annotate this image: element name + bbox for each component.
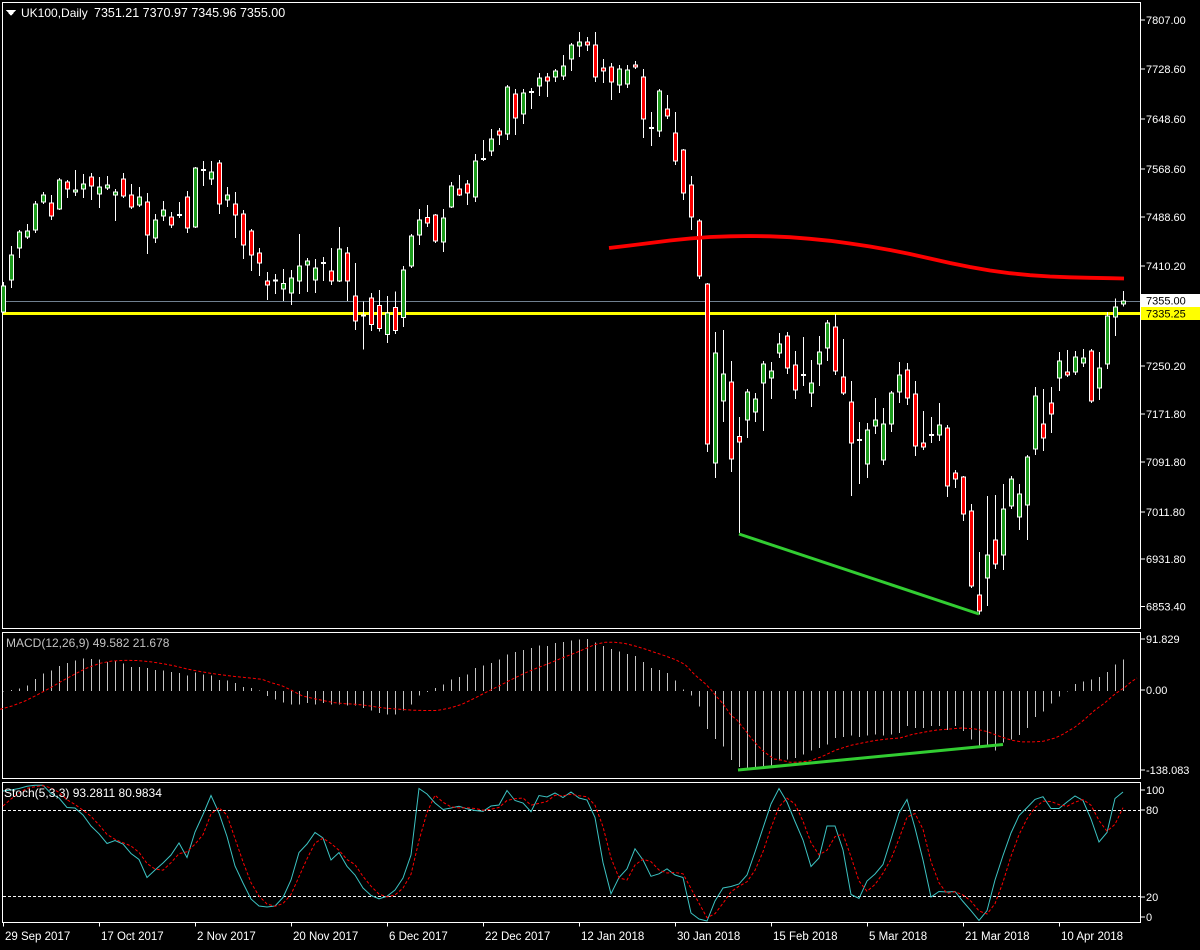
svg-text:MACD(12,26,9) 49.582 21.678: MACD(12,26,9) 49.582 21.678 — [6, 636, 170, 650]
svg-text:12 Jan 2018: 12 Jan 2018 — [581, 931, 644, 943]
svg-text:15 Feb 2018: 15 Feb 2018 — [773, 931, 838, 943]
svg-text:7488.60: 7488.60 — [1146, 212, 1186, 224]
svg-text:20: 20 — [1146, 892, 1158, 904]
svg-text:Stoch(5,3,3) 93.2811 80.9834: Stoch(5,3,3) 93.2811 80.9834 — [4, 786, 162, 800]
svg-text:5 Mar 2018: 5 Mar 2018 — [869, 931, 927, 943]
svg-text:2 Nov 2017: 2 Nov 2017 — [197, 931, 256, 943]
svg-text:7568.60: 7568.60 — [1146, 164, 1186, 176]
svg-text:21 Mar 2018: 21 Mar 2018 — [965, 931, 1030, 943]
svg-text:7351.21 7370.97 7345.96 7355.0: 7351.21 7370.97 7345.96 7355.00 — [94, 6, 285, 20]
svg-text:7091.80: 7091.80 — [1146, 457, 1186, 469]
svg-text:30 Jan 2018: 30 Jan 2018 — [677, 931, 740, 943]
svg-text:7355.00: 7355.00 — [1146, 296, 1186, 308]
svg-text:7728.60: 7728.60 — [1146, 64, 1186, 76]
svg-text:22 Dec 2017: 22 Dec 2017 — [485, 931, 550, 943]
svg-text:29 Sep 2017: 29 Sep 2017 — [5, 931, 70, 943]
svg-text:6853.40: 6853.40 — [1146, 602, 1186, 614]
svg-text:7807.00: 7807.00 — [1146, 15, 1186, 27]
svg-text:-138.083: -138.083 — [1146, 765, 1189, 777]
svg-text:20 Nov 2017: 20 Nov 2017 — [293, 931, 358, 943]
svg-text:7250.20: 7250.20 — [1146, 361, 1186, 373]
svg-text:6931.80: 6931.80 — [1146, 554, 1186, 566]
svg-text:100: 100 — [1146, 785, 1164, 797]
svg-text:7648.60: 7648.60 — [1146, 114, 1186, 126]
svg-text:7011.80: 7011.80 — [1146, 507, 1185, 519]
svg-text:UK100,Daily: UK100,Daily — [21, 6, 88, 20]
svg-text:7335.25: 7335.25 — [1146, 309, 1186, 321]
svg-text:7410.20: 7410.20 — [1146, 261, 1186, 273]
svg-text:10 Apr 2018: 10 Apr 2018 — [1061, 931, 1123, 943]
svg-text:91.829: 91.829 — [1146, 634, 1180, 646]
svg-text:17 Oct 2017: 17 Oct 2017 — [101, 931, 164, 943]
svg-text:6 Dec 2017: 6 Dec 2017 — [389, 931, 448, 943]
svg-text:0.00: 0.00 — [1146, 685, 1167, 697]
svg-text:7171.80: 7171.80 — [1146, 409, 1186, 421]
svg-text:80: 80 — [1146, 805, 1158, 817]
svg-text:0: 0 — [1146, 912, 1152, 924]
